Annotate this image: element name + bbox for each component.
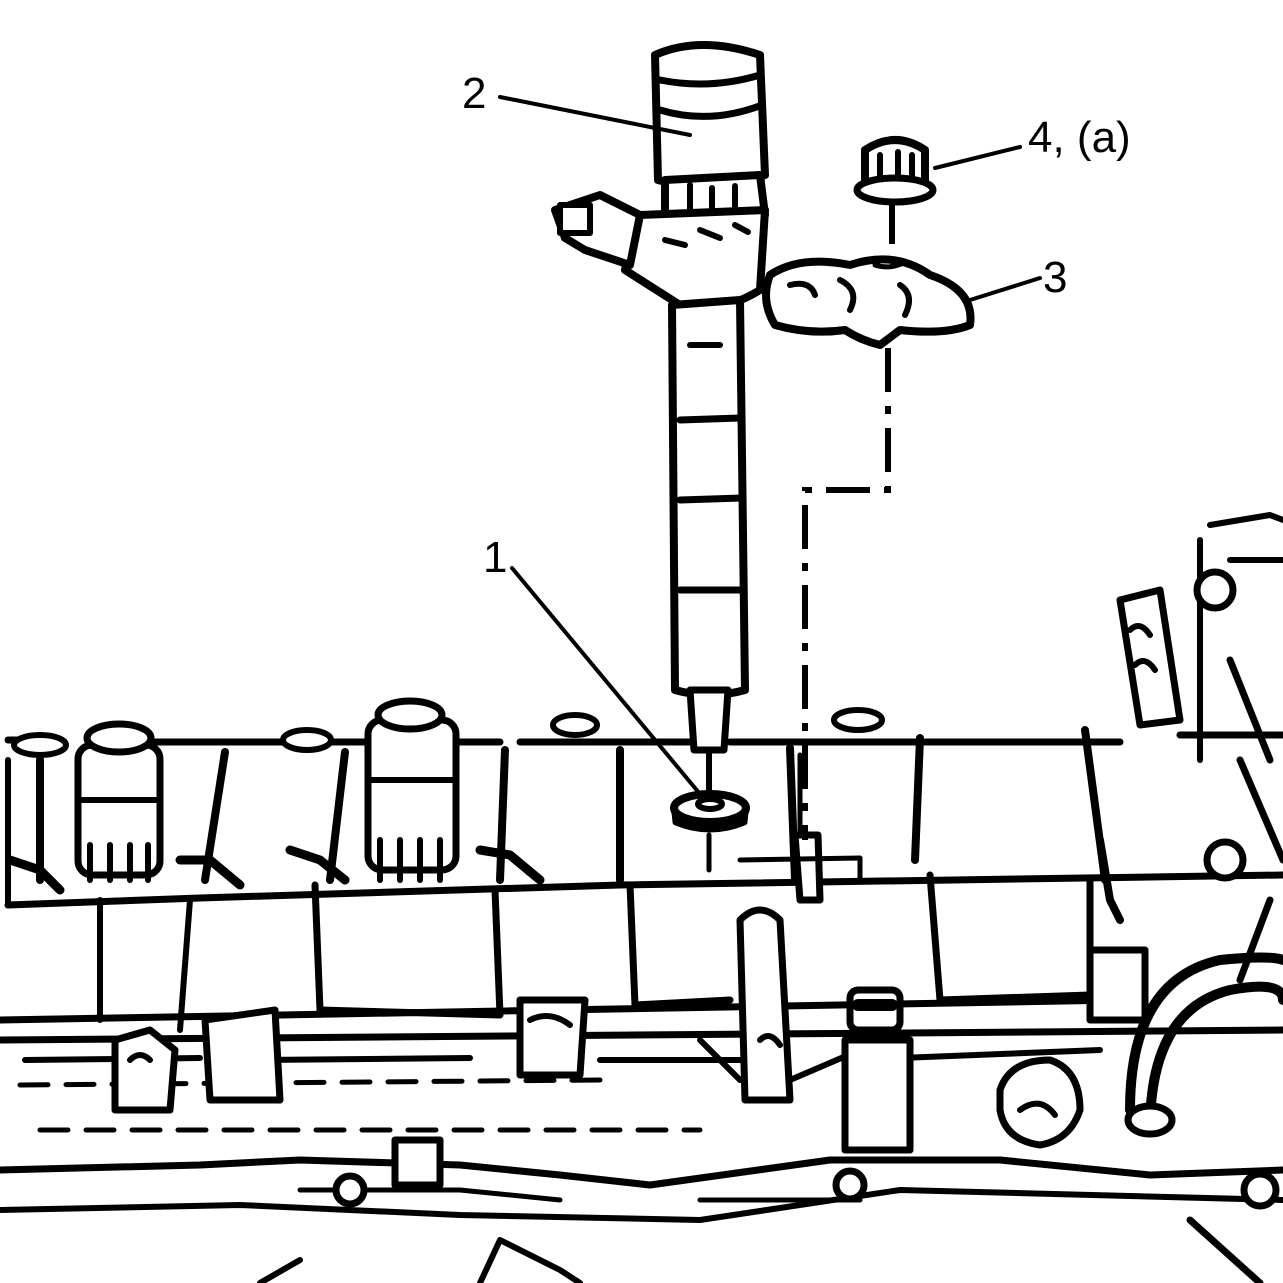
callout-leaders: [498, 95, 1042, 802]
installed-injector-left: [5, 720, 245, 895]
callout-4a: 4, (a): [1028, 113, 1131, 162]
callout-1: 1: [483, 533, 507, 582]
injector-bore: [737, 831, 863, 904]
callout-2: 2: [462, 69, 486, 118]
lower-fasteners: [332, 1167, 868, 1208]
installed-injector-middle: [280, 697, 545, 885]
injector-clamp: [762, 255, 975, 349]
cover-caps: [550, 707, 885, 738]
callout-3: 3: [1043, 253, 1067, 302]
fuel-pipe-assembly: [996, 512, 1283, 1210]
clamp-bolt: [853, 136, 937, 206]
rocker-supports: [111, 836, 1149, 1189]
head-bolt: [841, 986, 914, 1154]
injector: [551, 41, 769, 793]
washer: [670, 790, 750, 873]
